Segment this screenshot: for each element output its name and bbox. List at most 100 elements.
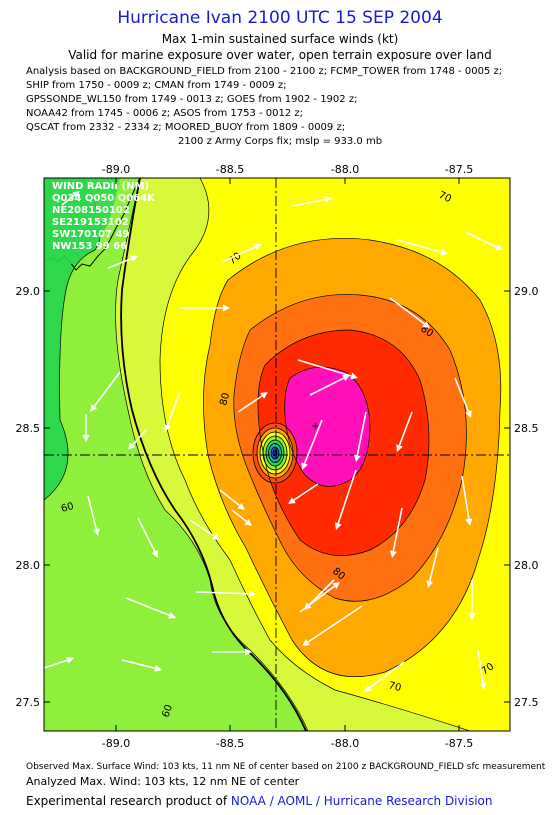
wind-vector-shaft (369, 661, 405, 689)
wind-vector-shaft (477, 649, 484, 684)
wind-vector-head (260, 392, 268, 399)
wind-vector-head (154, 664, 162, 672)
wind-vector-head (92, 528, 100, 536)
lon-tick-label: -87.5 (445, 737, 473, 750)
contour-label: 80 (218, 392, 232, 407)
product-credit-prefix: Experimental research product of (26, 794, 231, 808)
lat-tick-label: 29.0 (514, 285, 539, 298)
wind-vector-head (164, 424, 171, 432)
wind-vector-shaft (307, 605, 363, 643)
wind-vector-shaft (454, 377, 470, 412)
wind-vector-head (248, 590, 256, 598)
wind-vector-head (350, 372, 358, 380)
wind-vector-shaft (389, 297, 425, 325)
lat-tick-label: 28.5 (514, 422, 539, 435)
wind-vector-shaft (219, 489, 241, 507)
lat-ticks-right: 29.0 28.5 28.0 27.5 (514, 285, 539, 709)
wind-vector-shaft (309, 377, 345, 396)
map-subtitle-exposure: Valid for marine exposure over water, op… (68, 48, 492, 62)
lat-tick-label: 28.0 (514, 559, 539, 572)
analysis-line-2: SHIP from 1750 - 0009 z; CMAN from 1749 … (26, 80, 287, 91)
eye-rings (252, 422, 298, 484)
wind-vector-head (364, 685, 372, 692)
lon-tick-label: -88.5 (216, 163, 244, 176)
wind-vector-head (353, 454, 361, 462)
wind-vector-head (245, 648, 252, 656)
wind-vector-shaft (87, 495, 98, 530)
wind-vector-shaft (189, 519, 215, 537)
wind-vector-shaft (293, 483, 319, 501)
wind-vector-head (168, 612, 176, 619)
wind-radii-line: Q034 Q050 Q064K (52, 193, 156, 204)
wind-vector-shaft (195, 591, 250, 595)
wind-vector-shaft (299, 585, 335, 613)
map-subtitle-winds: Max 1-min sustained surface winds (kt) (161, 32, 399, 46)
wind-radii-table: WIND RADII (NM) Q034 Q050 Q064K NE208150… (52, 181, 156, 252)
plot-frame (43, 177, 511, 732)
wind-vector-shaft (297, 359, 352, 377)
wind-vector-shaft (137, 517, 156, 553)
thick-isotach (120, 178, 307, 731)
axis-ticks (44, 178, 510, 731)
wind-vector-head (128, 442, 136, 450)
analysis-line-1: Analysis based on BACKGROUND_FIELD from … (26, 66, 503, 77)
wind-vector-head (465, 410, 472, 418)
wind-vector-shaft (61, 194, 75, 206)
analysis-line-4: NOAA42 from 1745 - 0006 z; ASOS from 175… (26, 108, 304, 119)
wind-vector-head (151, 550, 158, 558)
wind-vector-shaft (237, 395, 263, 413)
lon-tick-label: -87.5 (445, 163, 473, 176)
wind-vector-head (440, 248, 448, 256)
wind-vector-head (72, 191, 80, 199)
wind-vector-head (254, 243, 262, 251)
contour-label: 70 (437, 190, 453, 205)
wind-vector-shaft (44, 659, 68, 669)
wind-vector-shaft (337, 469, 357, 524)
lon-tick-label: -88.0 (331, 737, 359, 750)
wind-vector-head (389, 550, 397, 558)
wind-radii-line: SE219153102 (52, 217, 129, 228)
wind-vector-head (422, 321, 430, 328)
lon-ticks-top: -89.0 -88.5 -88.0 -87.5 (102, 163, 473, 176)
wind-vector-shaft (132, 429, 147, 446)
wind-vector-head (223, 304, 230, 312)
wind-vector-shaft (93, 371, 121, 407)
army-corps-fix: 2100 z Army Corps fix; mslp = 933.0 mb (177, 136, 383, 147)
contour-label: 60 (160, 703, 175, 719)
wind-vector-shaft (461, 475, 470, 520)
wind-radii-line: SW170107 49 (52, 229, 129, 240)
lat-tick-label: 28.5 (16, 422, 41, 435)
wind-vector-head (332, 582, 340, 589)
product-credit: Experimental research product of NOAA / … (26, 794, 492, 808)
wind-radii-line: NE208150102 (52, 205, 130, 216)
wind-vector-head (90, 404, 97, 412)
max-wind-marker: + (311, 421, 319, 432)
lat-tick-label: 28.0 (16, 559, 41, 572)
wind-vector-head (302, 639, 310, 646)
wind-field-contours: + 70 70 80 80 80 70 70 60 60 WIND RADII … (44, 178, 510, 731)
hrd-link[interactable]: NOAA / AOML / Hurricane Research Divisio… (230, 794, 493, 808)
wind-vector-shaft (291, 198, 326, 207)
analysis-line-3: GPSSONDE_WL150 from 1749 - 0013 z; GOES … (26, 94, 358, 105)
wind-vector-shaft (231, 509, 248, 523)
observed-max-wind: Observed Max. Surface Wind: 103 kts, 11 … (26, 762, 546, 772)
lat-tick-label: 27.5 (514, 696, 539, 709)
wind-vector-shaft (464, 231, 498, 248)
wind-vector-head (396, 444, 403, 452)
wind-vector-head (244, 518, 252, 526)
lon-tick-label: -88.5 (216, 737, 244, 750)
wind-vector-head (468, 613, 476, 620)
wind-vector-shaft (166, 391, 181, 426)
lon-tick-label: -89.0 (102, 737, 130, 750)
analysis-line-5: QSCAT from 2332 - 2334 z; MOORED_BUOY fr… (26, 122, 346, 133)
wind-vector-head (495, 243, 503, 251)
wind-vector-shaft (308, 579, 335, 606)
wind-vector-head (465, 518, 473, 526)
band-magenta (284, 367, 370, 487)
contour-label: 60 (60, 501, 75, 515)
wind-radii-title: WIND RADII (NM) (52, 181, 149, 192)
map-title: Hurricane Ivan 2100 UTC 15 SEP 2004 (117, 8, 443, 28)
analyzed-max-wind: Analyzed Max. Wind: 103 kts, 12 nm NE of… (26, 775, 300, 788)
wind-vector-shaft (303, 419, 323, 464)
